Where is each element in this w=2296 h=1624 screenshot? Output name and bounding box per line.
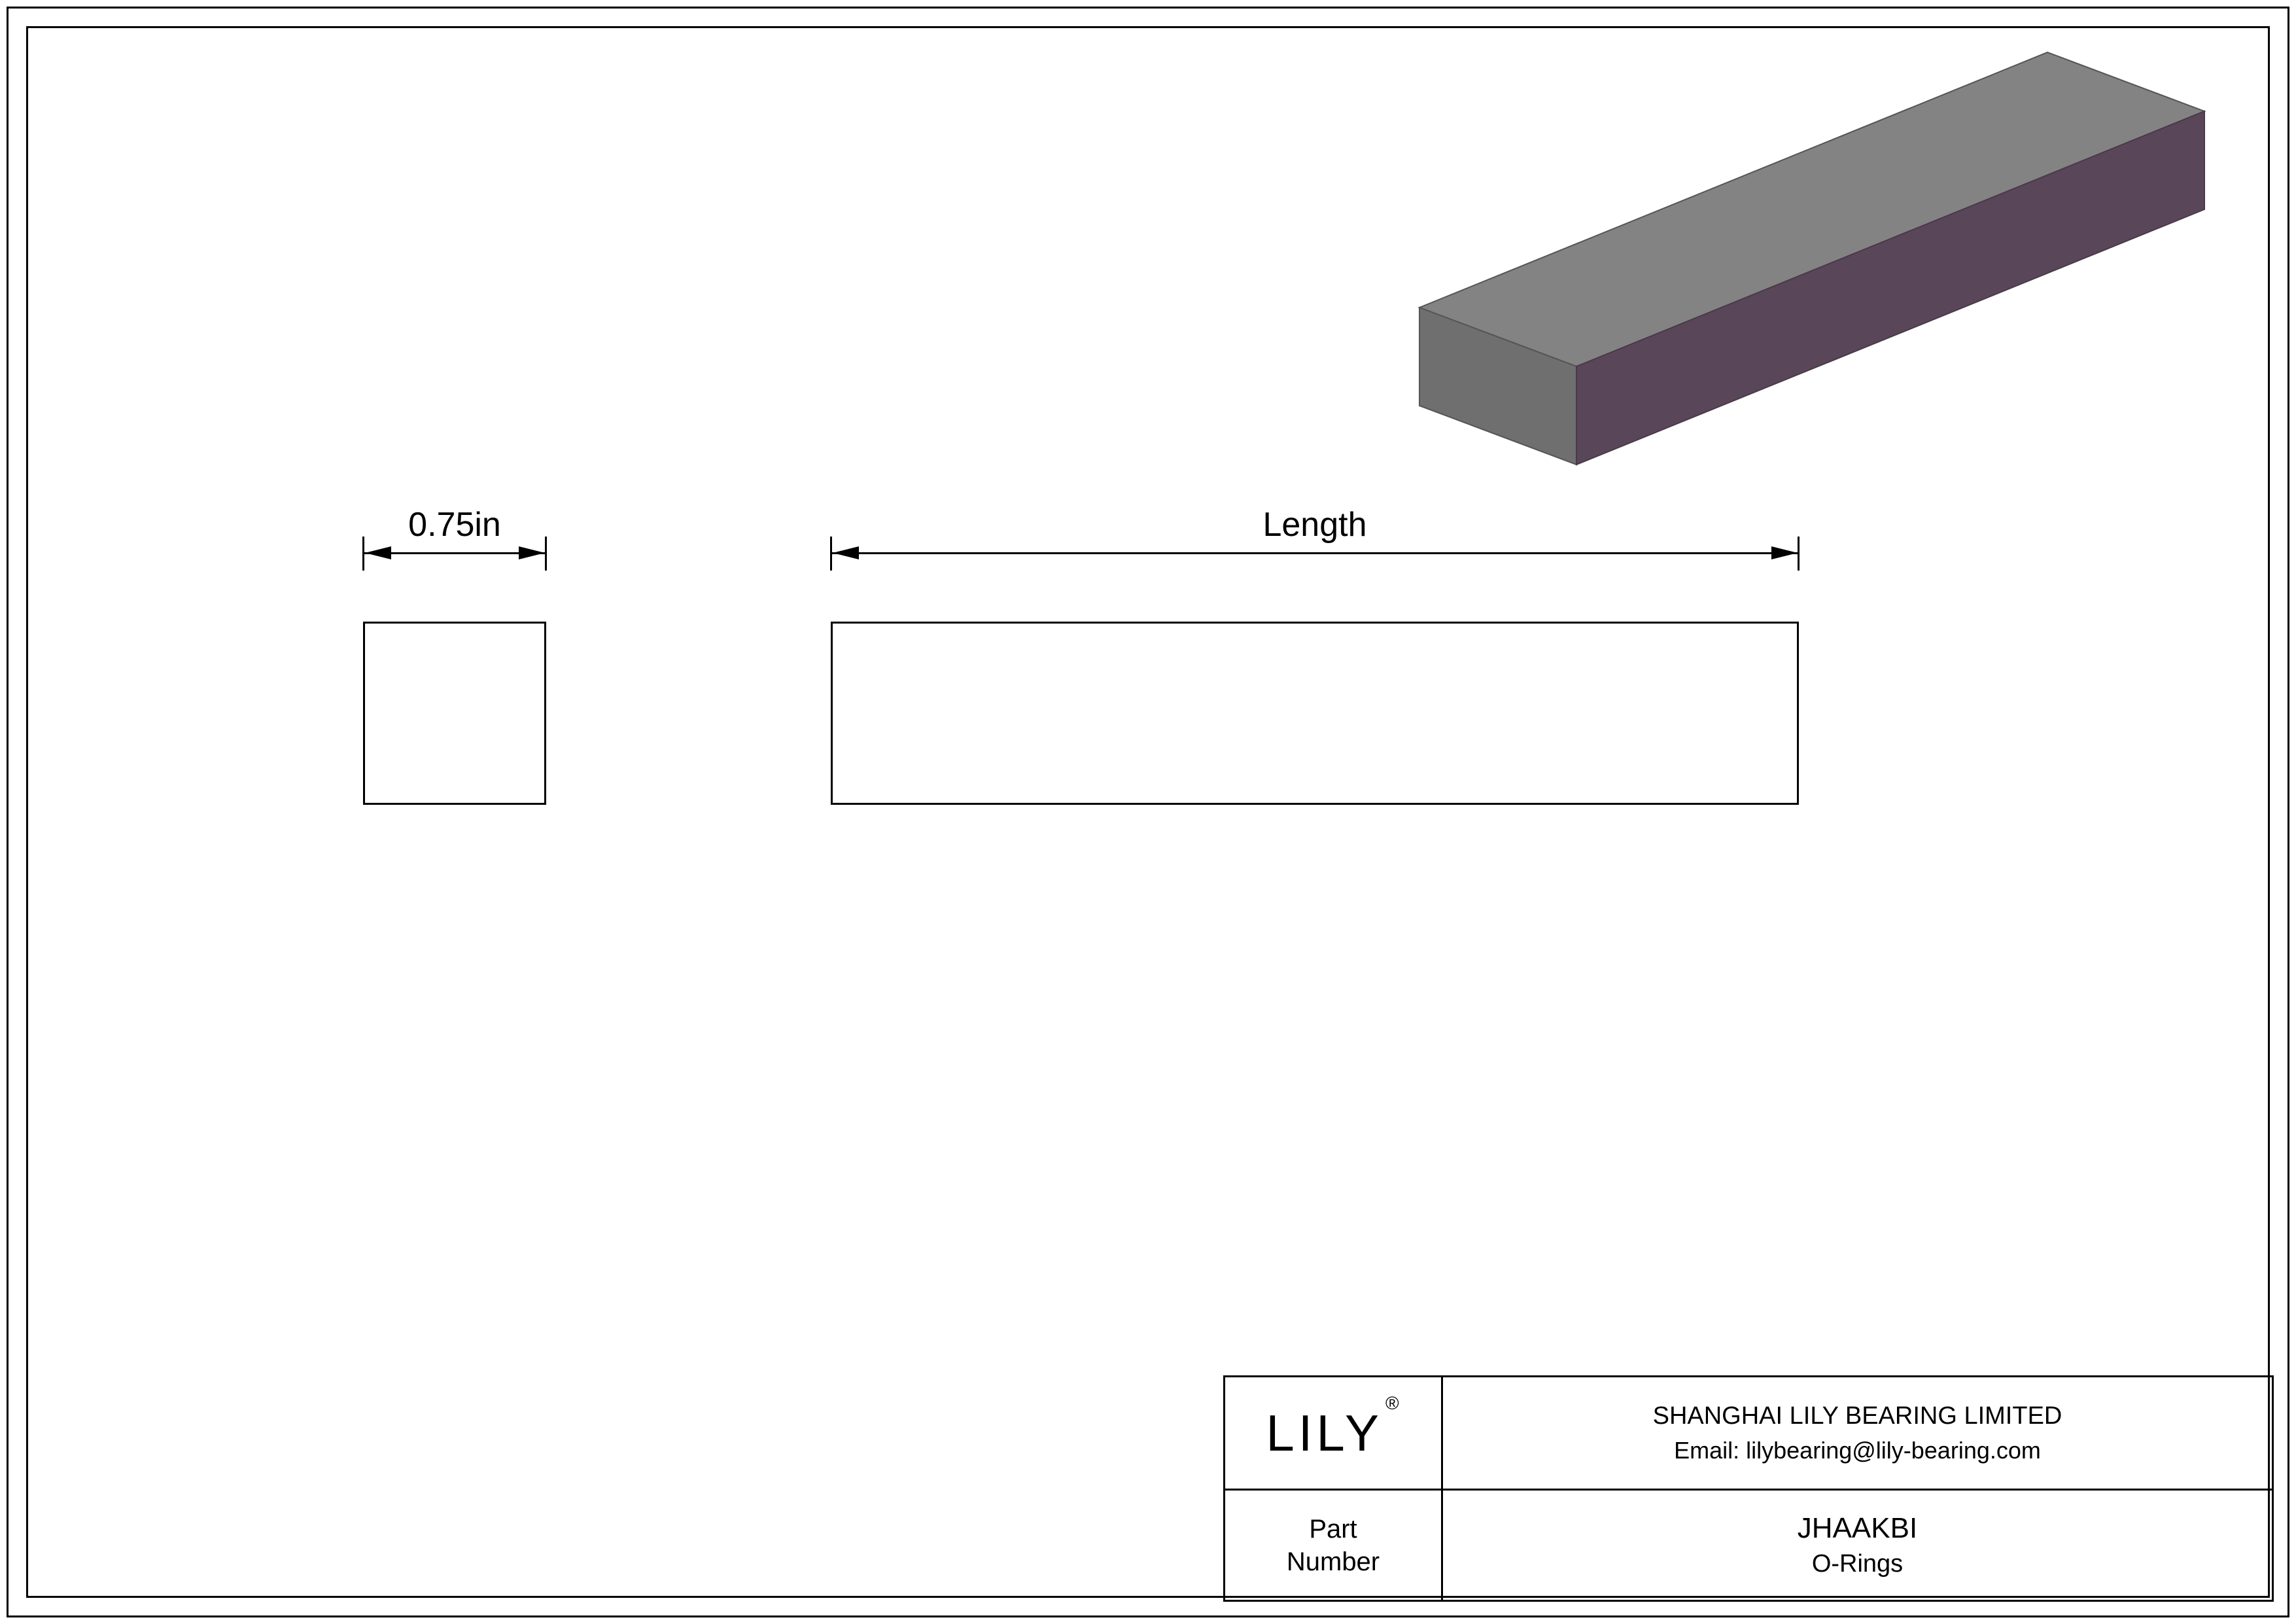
part-label: Part Number [1287, 1513, 1380, 1578]
logo-registered-icon: ® [1385, 1393, 1403, 1413]
logo-text: LILY® [1266, 1403, 1400, 1463]
side-view-rect [831, 622, 1799, 805]
drawing-sheet: 0.75in Length LILY® SHANGHAI LILY BEARIN… [0, 0, 2296, 1624]
title-block-partlabel-cell: Part Number [1223, 1489, 1443, 1602]
side-dim-line [831, 552, 1799, 554]
title-block-logo-cell: LILY® [1223, 1375, 1443, 1491]
company-email: Email: lilybearing@lily-bearing.com [1674, 1437, 2041, 1464]
iso-svg [1348, 33, 2263, 471]
cross-section-square [363, 622, 546, 805]
logo-main: LILY [1266, 1404, 1383, 1462]
title-block-company-cell: SHANGHAI LILY BEARING LIMITED Email: lil… [1441, 1375, 2274, 1491]
cross-section-dim-label: 0.75in [363, 505, 546, 544]
title-block: LILY® SHANGHAI LILY BEARING LIMITED Emai… [1223, 1375, 2270, 1598]
cross-section-arrow-left [365, 546, 391, 559]
side-arrow-left [833, 546, 859, 559]
part-label-line2: Number [1287, 1547, 1380, 1576]
company-name: SHANGHAI LILY BEARING LIMITED [1653, 1402, 2062, 1430]
cross-section-arrow-right [519, 546, 545, 559]
side-dim-label: Length [831, 505, 1799, 544]
part-description: O-Rings [1812, 1550, 1903, 1578]
title-block-partnumber-cell: JHAAKBI O-Rings [1441, 1489, 2274, 1602]
side-arrow-right [1771, 546, 1798, 559]
isometric-3d [1348, 33, 2263, 471]
part-number: JHAAKBI [1798, 1512, 1917, 1545]
part-label-line1: Part [1309, 1515, 1357, 1544]
